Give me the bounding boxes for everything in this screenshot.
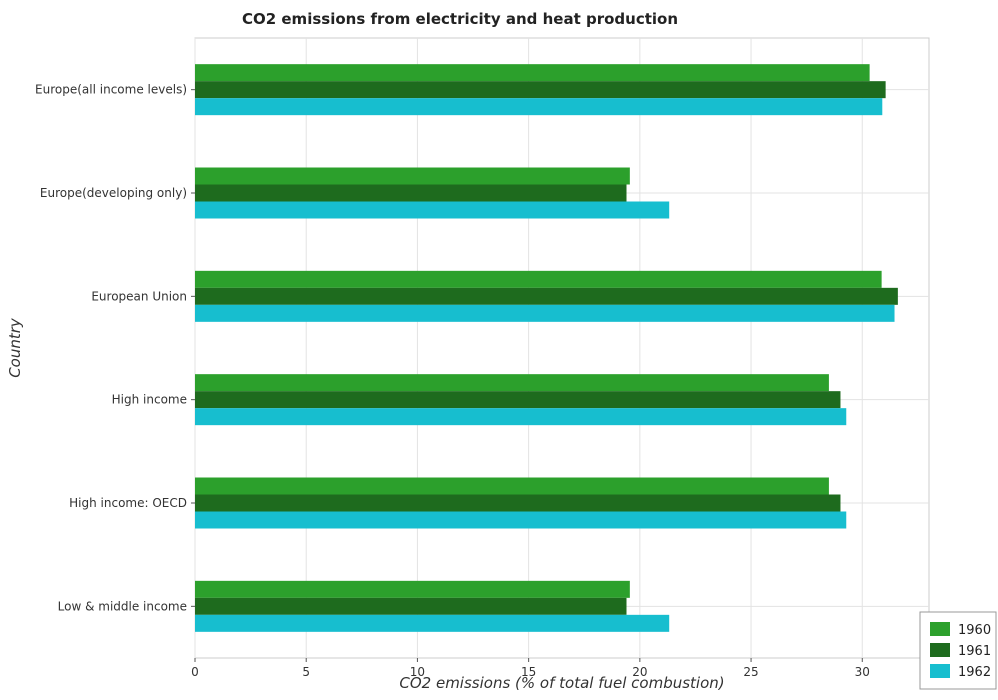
- legend: 1960 1961 1962: [919, 611, 997, 690]
- legend-label: 1960: [958, 623, 991, 638]
- bar-1961: [195, 287, 898, 305]
- x-axis-title: CO2 emissions (% of total fuel combustio…: [399, 674, 724, 692]
- bar-1962: [195, 408, 847, 426]
- bar-1960: [195, 270, 882, 288]
- bar-1962: [195, 201, 670, 219]
- bar-1962: [195, 511, 847, 529]
- bar-1960: [195, 477, 829, 495]
- y-tick-label: High income: OECD: [69, 496, 187, 510]
- x-tick-label: 30: [855, 665, 870, 679]
- chart-title: CO2 emissions from electricity and heat …: [242, 10, 678, 28]
- x-tick-label: 10: [410, 665, 425, 679]
- bar-1962: [195, 98, 883, 116]
- y-tick-label: Europe(developing only): [40, 186, 187, 200]
- x-tick-label: 20: [632, 665, 647, 679]
- bars: [195, 64, 898, 632]
- plot-area: [194, 37, 930, 659]
- bar-1960: [195, 167, 630, 185]
- x-tick-label: 25: [743, 665, 758, 679]
- legend-swatch: [930, 622, 950, 636]
- y-tick-labels: Europe(all income levels) Europe(developi…: [35, 83, 195, 613]
- bar-1961: [195, 494, 841, 512]
- x-tick-label: 5: [302, 665, 310, 679]
- bar-1960: [195, 64, 870, 82]
- legend-label: 1962: [958, 665, 991, 680]
- x-tick-label: 0: [191, 665, 199, 679]
- y-tick-label: Low & middle income: [58, 599, 187, 613]
- bar-1960: [195, 580, 630, 598]
- bar-1960: [195, 374, 829, 392]
- x-tick-labels: 0 5 10 15 20 25 30: [191, 658, 870, 679]
- y-tick-label: High income: [112, 393, 187, 407]
- legend-label: 1961: [958, 644, 991, 659]
- bar-1962: [195, 304, 895, 322]
- bar-1961: [195, 597, 627, 615]
- legend-swatch: [930, 664, 950, 678]
- bar-1961: [195, 391, 841, 409]
- bar-1962: [195, 614, 670, 632]
- y-tick-label: European Union: [91, 289, 187, 303]
- bar-1961: [195, 184, 627, 202]
- bar-1961: [195, 81, 886, 99]
- y-tick-label: Europe(all income levels): [35, 83, 187, 97]
- legend-swatch: [930, 643, 950, 657]
- x-tick-label: 15: [521, 665, 536, 679]
- y-axis-title: Country: [6, 317, 24, 378]
